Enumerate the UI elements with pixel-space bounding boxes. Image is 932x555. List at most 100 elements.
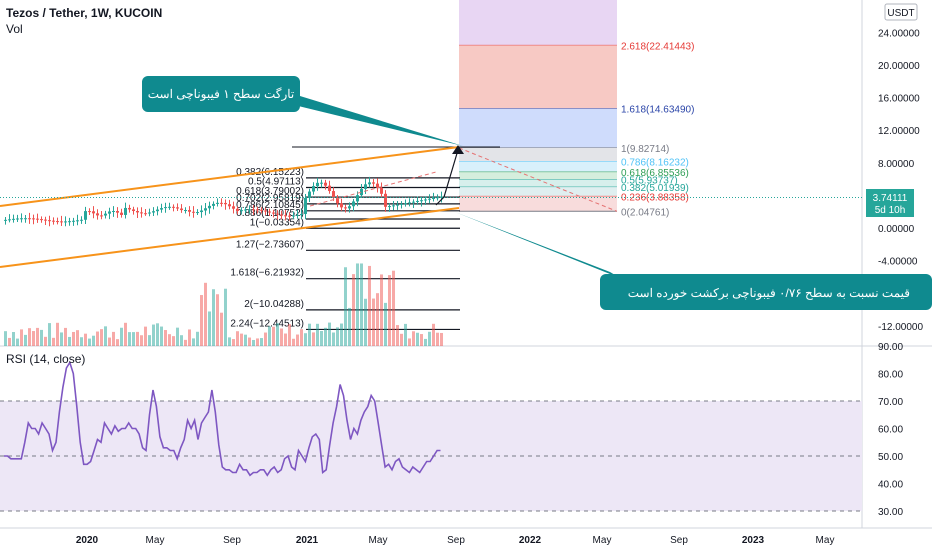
candle-body [232,206,235,209]
candle-body [356,195,359,202]
fib-retracement-label: 1(−0.03354) [250,217,304,228]
fib-retracement-trendline [309,171,437,207]
candle-body [144,213,147,215]
candle-body [416,200,419,202]
volume-bar [404,323,407,346]
fib-retracement-label: 0.886(1.10752) [236,208,304,219]
candle-body [68,221,71,223]
fib-extension-label: 0(2.04761) [621,207,669,218]
callout-target-box [142,76,300,112]
candle-body [80,219,83,221]
candle-body [40,219,43,221]
candle-body [104,213,107,216]
volume-bar [168,334,171,346]
candle-body [256,209,259,211]
fib-extension-label: 1(9.82714) [621,144,669,155]
symbol-title[interactable]: Tezos / Tether, 1W, KUCOIN [6,6,162,20]
projection-arrowhead [452,145,464,154]
volume-bar [316,323,319,346]
volume-bar [376,293,379,346]
candle-body [180,208,183,211]
volume-label[interactable]: Vol [6,22,23,36]
candle-body [236,208,239,211]
volume-bar [148,335,151,346]
volume-bar [36,327,39,346]
candle-body [400,203,403,205]
last-price-value: 3.74111 [873,193,908,204]
candle-body [224,202,227,205]
candle-body [336,197,339,204]
volume-bar [420,334,423,346]
candle-body [96,213,99,216]
callout-retracement-text: قیمت نسبت به سطح ۰/۷۶ فیبوناچی برکشت خور… [628,286,910,300]
volume-bar [24,334,27,346]
volume-bar [356,263,359,346]
candle-body [428,198,431,200]
volume-bar [360,263,363,346]
volume-bar [416,332,419,346]
candle-body [132,209,135,212]
volume-bar [124,322,127,346]
volume-bar [44,336,47,346]
volume-bar [164,330,167,346]
volume-bar [256,338,259,346]
candle-body [52,220,55,222]
channel-upper-line[interactable] [0,146,460,207]
volume-bar [288,324,291,346]
candle-body [184,210,187,212]
volume-bar [28,328,31,346]
candle-body [84,211,87,220]
callout-retracement[interactable]: قیمت نسبت به سطح ۰/۷۶ فیبوناچی برکشت خور… [455,212,932,310]
time-axis-tick: 2023 [742,535,765,546]
volume-bar [260,338,263,346]
candle-body [272,212,275,214]
time-axis-tick: 2021 [296,535,319,546]
volume-bar [252,339,255,346]
volume-bar [432,323,435,346]
price-axis-tick: 0.00000 [878,224,915,235]
volume-bar [280,328,283,346]
volume-bar [100,329,103,346]
fib-extension-zone [459,147,617,162]
candle-body [200,210,203,213]
volume-bar [76,330,79,346]
candle-body [24,218,27,220]
currency-button[interactable] [884,3,918,21]
candle-body [412,201,415,203]
volume-bar [308,323,311,346]
candle-body [244,209,247,211]
volume-bar [52,337,55,346]
fib-extension-label: 0.618(6.85536) [621,168,689,179]
candle-body [156,209,159,212]
candle-body [300,213,303,215]
callout-target-text: تارگت سطح ۱ فیبوناچی است [148,87,295,101]
channel-lower-line[interactable] [0,207,460,268]
time-axis-tick: Sep [447,535,465,546]
currency-button-label[interactable]: USDT [887,8,914,19]
candle-body [292,215,295,217]
volume-bar [332,332,335,346]
candle-body [360,188,363,196]
candle-body [124,207,127,215]
volume-bar [216,294,219,346]
volume-bar [200,295,203,346]
candle-body [140,212,143,214]
time-axis-tick: May [146,535,165,546]
rsi-axis-tick: 40.00 [878,480,903,491]
candle-body [36,218,39,220]
volume-bar [232,339,235,346]
rsi-line[interactable] [4,360,441,477]
price-axis-tick: -12.00000 [878,322,923,333]
candle-body [284,215,287,217]
volume-bar [436,332,439,346]
volume-bar [276,323,279,346]
candle-body [276,213,279,215]
candle-body [44,219,47,221]
fib-retracement-label: 1.618(−6.21932) [230,268,304,279]
rsi-label[interactable]: RSI (14, close) [6,352,85,366]
candle-body [92,211,95,214]
price-axis-tick: 8.00000 [878,159,915,170]
callout-target[interactable]: تارگت سطح ۱ فیبوناچی است [142,76,463,146]
candle-body [48,220,51,222]
